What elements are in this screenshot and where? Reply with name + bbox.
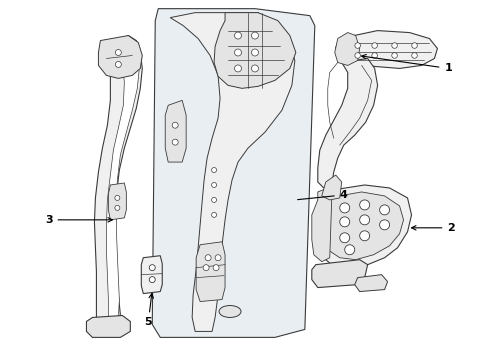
Text: 4: 4 [297, 190, 347, 200]
Circle shape [172, 139, 178, 145]
Polygon shape [98, 36, 142, 78]
Circle shape [115, 62, 122, 67]
Polygon shape [322, 175, 342, 200]
Polygon shape [196, 242, 225, 302]
Polygon shape [106, 42, 139, 324]
Circle shape [212, 183, 217, 188]
Polygon shape [86, 315, 130, 337]
Polygon shape [336, 31, 438, 68]
Circle shape [235, 32, 242, 39]
Circle shape [355, 43, 361, 48]
Polygon shape [152, 9, 315, 337]
Circle shape [345, 245, 355, 255]
Circle shape [235, 49, 242, 56]
Polygon shape [322, 192, 404, 260]
Circle shape [340, 217, 350, 227]
Circle shape [235, 65, 242, 72]
Circle shape [149, 265, 155, 271]
Circle shape [251, 65, 258, 72]
Polygon shape [312, 260, 368, 288]
Circle shape [360, 200, 369, 210]
Circle shape [149, 276, 155, 283]
Circle shape [392, 43, 397, 48]
Ellipse shape [219, 306, 241, 318]
Circle shape [115, 50, 122, 55]
Circle shape [203, 265, 209, 271]
Circle shape [212, 167, 217, 172]
Circle shape [115, 206, 120, 210]
Circle shape [392, 53, 397, 58]
Polygon shape [170, 13, 295, 332]
Circle shape [412, 43, 417, 48]
Polygon shape [108, 183, 126, 220]
Circle shape [212, 197, 217, 202]
Polygon shape [95, 36, 142, 332]
Polygon shape [214, 13, 296, 88]
Circle shape [380, 205, 390, 215]
Polygon shape [312, 188, 332, 262]
Circle shape [205, 255, 211, 261]
Circle shape [412, 53, 417, 58]
Circle shape [340, 233, 350, 243]
Circle shape [213, 265, 219, 271]
Circle shape [360, 215, 369, 225]
Text: 3: 3 [45, 215, 112, 225]
Circle shape [251, 49, 258, 56]
Polygon shape [318, 58, 378, 188]
Polygon shape [141, 256, 162, 293]
Polygon shape [355, 275, 388, 292]
Circle shape [172, 122, 178, 128]
Circle shape [251, 32, 258, 39]
Circle shape [355, 53, 361, 58]
Circle shape [340, 203, 350, 213]
Circle shape [372, 53, 377, 58]
Polygon shape [335, 32, 360, 66]
Text: 5: 5 [145, 293, 153, 328]
Circle shape [212, 212, 217, 217]
Circle shape [115, 195, 120, 201]
Circle shape [380, 220, 390, 230]
Circle shape [215, 255, 221, 261]
Polygon shape [315, 185, 412, 268]
Circle shape [360, 231, 369, 241]
Circle shape [372, 43, 377, 48]
Text: 2: 2 [412, 223, 455, 233]
Text: 1: 1 [362, 54, 452, 73]
Polygon shape [165, 100, 186, 162]
